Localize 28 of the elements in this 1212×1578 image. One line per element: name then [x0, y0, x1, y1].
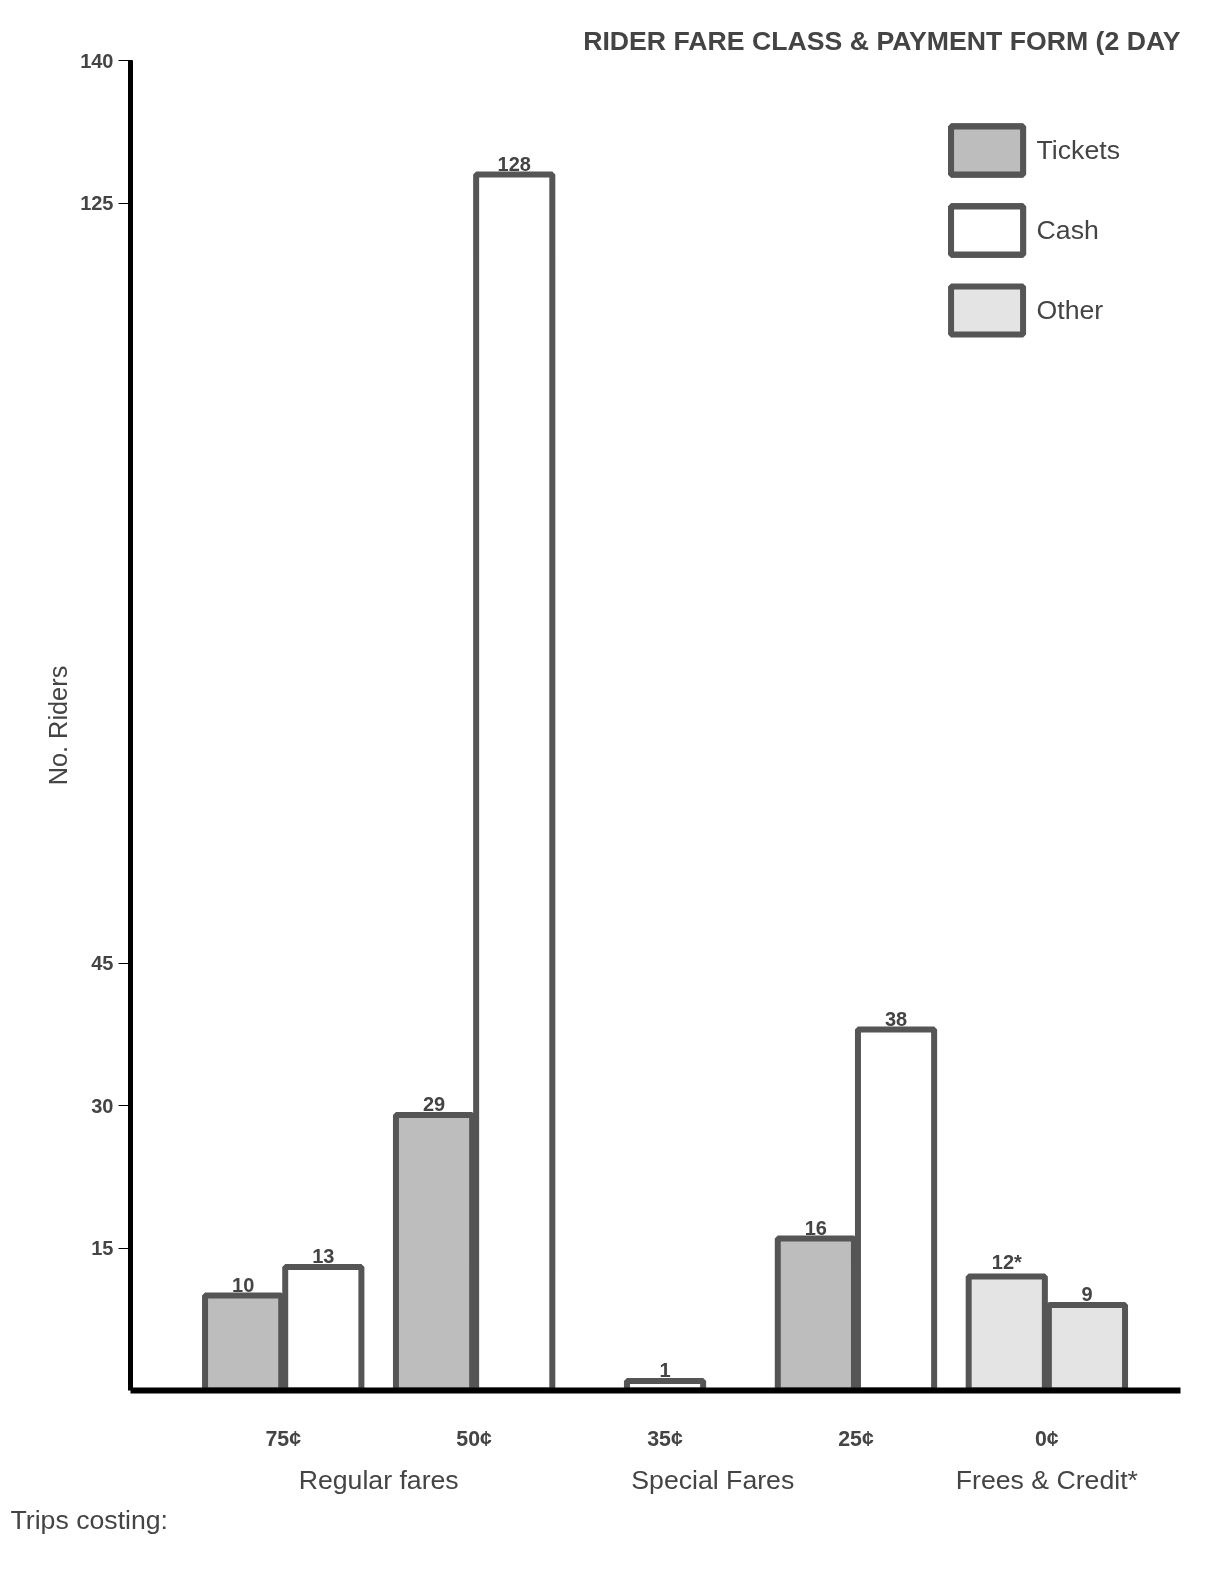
y-tick-label: 45: [91, 952, 114, 974]
x-tick-label: 75¢: [265, 1426, 302, 1451]
data-label: 13: [312, 1245, 335, 1267]
legend-label: Tickets: [1036, 134, 1120, 166]
x-axis-title: Trips costing:: [10, 1504, 169, 1535]
x-tick-label: 35¢: [647, 1426, 683, 1451]
y-tick-label: 125: [80, 192, 114, 214]
data-label: 38: [884, 1007, 908, 1030]
x-tick-label: 25¢: [838, 1426, 874, 1451]
y-axis-title: No. Riders: [44, 665, 73, 786]
x-tick-label: 0¢: [1035, 1426, 1059, 1451]
data-label: 10: [232, 1273, 255, 1296]
text: Special Fares: [631, 1464, 795, 1495]
text: Frees & Credit*: [955, 1464, 1138, 1495]
x-tick-label: 50¢: [456, 1426, 493, 1451]
chart-title: RIDER FARE CLASS & PAYMENT FORM (2 DAY: [583, 25, 1181, 56]
legend-label: Other: [1036, 294, 1104, 326]
legend-label: Cash: [1036, 214, 1099, 246]
data-label: 1: [659, 1359, 671, 1381]
y-tick-label: 15: [91, 1237, 114, 1259]
data-label: 16: [804, 1216, 827, 1239]
data-label: 12*: [991, 1250, 1022, 1273]
text: Regular fares: [298, 1464, 459, 1495]
y-tick-label: 30: [91, 1094, 114, 1117]
data-label: 29: [422, 1093, 446, 1115]
y-tick-label: 140: [80, 49, 114, 72]
data-label: 128: [497, 152, 531, 175]
data-label: 9: [1081, 1283, 1093, 1305]
